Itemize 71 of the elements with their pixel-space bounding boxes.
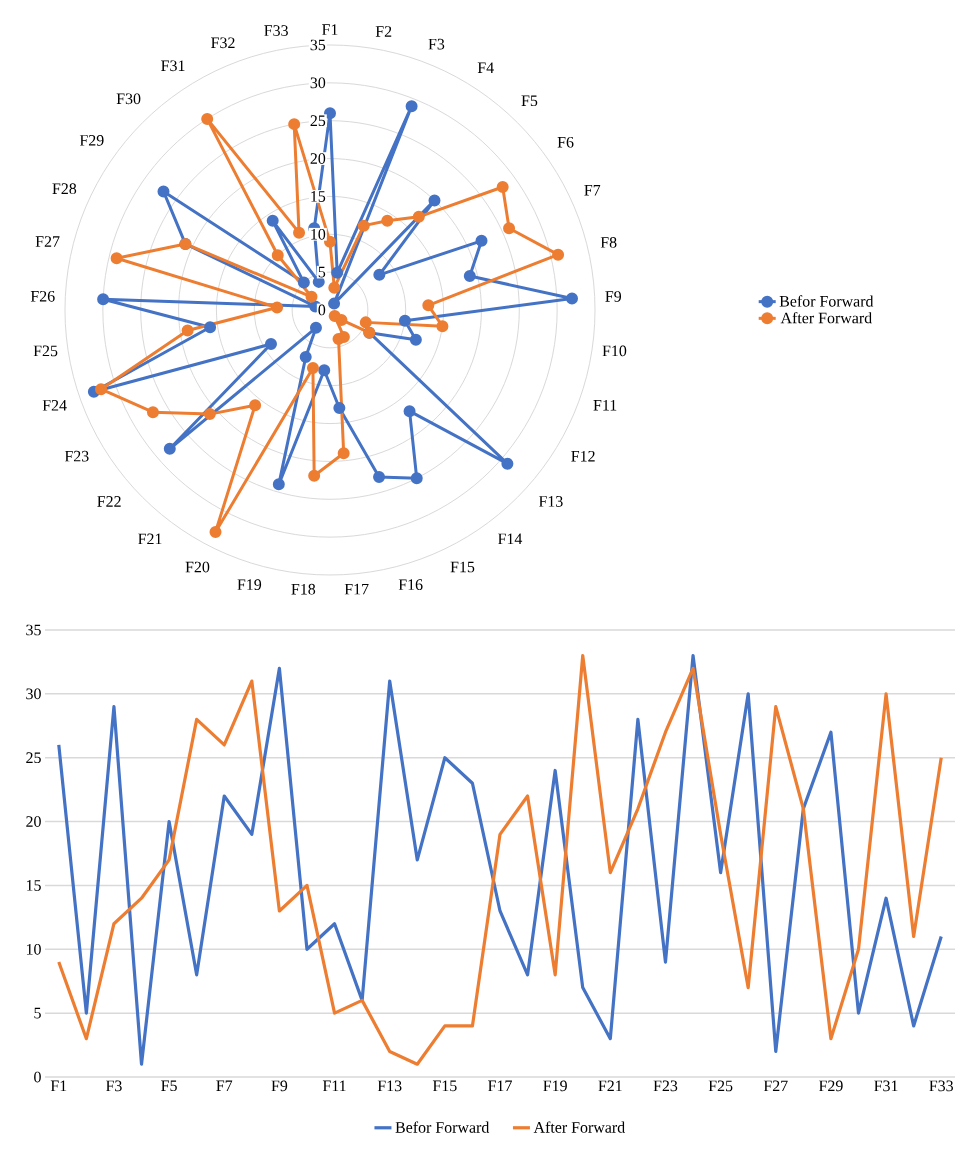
spoke-label: F4 [477, 62, 494, 73]
legend-label: Befor Forward [395, 1121, 490, 1133]
spoke-label: F10 [602, 345, 627, 357]
spoke-label: F27 [35, 236, 60, 247]
spoke-label: F21 [138, 533, 162, 545]
x-tick-label: F7 [216, 1080, 233, 1091]
spoke-label: F16 [398, 579, 423, 591]
spoke-label: F30 [116, 93, 141, 105]
x-tick-label: F23 [653, 1080, 678, 1092]
line-series [57, 653, 943, 1066]
spoke-label: F31 [161, 60, 185, 72]
legend-label: After Forward [533, 1121, 625, 1133]
y-tick-label: 10 [26, 943, 41, 955]
y-tick-label: 25 [26, 752, 41, 764]
y-tick-label: 35 [26, 624, 41, 636]
x-tick-label: F5 [161, 1080, 177, 1092]
y-tick-label: 35 [310, 39, 326, 51]
spoke-label: F6 [557, 136, 574, 148]
x-tick-label: F3 [105, 1080, 122, 1092]
x-tick-label: F21 [598, 1080, 622, 1092]
y-tick-label: 20 [26, 816, 41, 827]
x-tick-label: F29 [818, 1080, 843, 1092]
y-tick-label: 0 [34, 1071, 41, 1083]
spoke-label: F2 [375, 26, 392, 37]
spoke-label: F22 [97, 496, 121, 507]
x-tick-label: F15 [432, 1080, 457, 1092]
legend-label: Befor Forward [779, 295, 874, 307]
spoke-label: F25 [33, 345, 58, 357]
spoke-label: F33 [264, 25, 288, 36]
spoke-label: F1 [322, 24, 338, 35]
y-tick-label: 5 [318, 266, 326, 278]
spoke-label: F13 [538, 496, 563, 507]
spoke-label: F23 [64, 450, 89, 462]
y-tick-label: 30 [26, 688, 41, 700]
spoke-label: F9 [605, 291, 622, 302]
spoke-label: F14 [498, 533, 523, 545]
x-tick-label: F13 [377, 1080, 402, 1092]
spoke-label: F15 [450, 561, 475, 573]
spoke-label: F11 [593, 399, 617, 411]
y-tick-label: 30 [310, 77, 326, 89]
x-tick-label: F25 [708, 1080, 733, 1092]
spoke-label: F5 [521, 95, 538, 107]
spoke-label: F19 [237, 579, 262, 591]
spoke-label: F12 [571, 450, 595, 462]
y-tick-label: 20 [310, 153, 326, 164]
y-tick-label: 25 [310, 115, 326, 127]
spoke-label: F17 [344, 583, 369, 595]
x-tick-label: F31 [874, 1080, 898, 1092]
spoke-label: F8 [600, 237, 617, 248]
spoke-label: F24 [42, 400, 67, 411]
x-tick-label: F27 [763, 1080, 788, 1092]
y-tick-label: 15 [26, 880, 41, 891]
x-tick-label: F11 [322, 1080, 346, 1092]
x-tick-label: F9 [271, 1080, 288, 1092]
x-tick-label: F19 [543, 1080, 567, 1092]
y-tick-label: 5 [34, 1007, 41, 1019]
spoke-label: F32 [211, 37, 235, 49]
x-tick-label: F17 [488, 1080, 512, 1092]
spoke-label: F26 [30, 290, 55, 302]
y-tick-label: 0 [318, 304, 326, 316]
spoke-label: F7 [584, 185, 601, 196]
spoke-label: F3 [428, 38, 445, 50]
x-tick-label: F33 [929, 1080, 953, 1092]
spoke-label: F28 [52, 183, 77, 195]
x-tick-label: F1 [50, 1080, 67, 1092]
y-tick-label: 10 [311, 228, 326, 240]
y-tick-label: 15 [311, 191, 326, 202]
legend-label: After Forward [780, 311, 872, 324]
spoke-label: F18 [291, 583, 316, 595]
spoke-label: F29 [79, 135, 104, 146]
spoke-label: F20 [185, 561, 210, 573]
